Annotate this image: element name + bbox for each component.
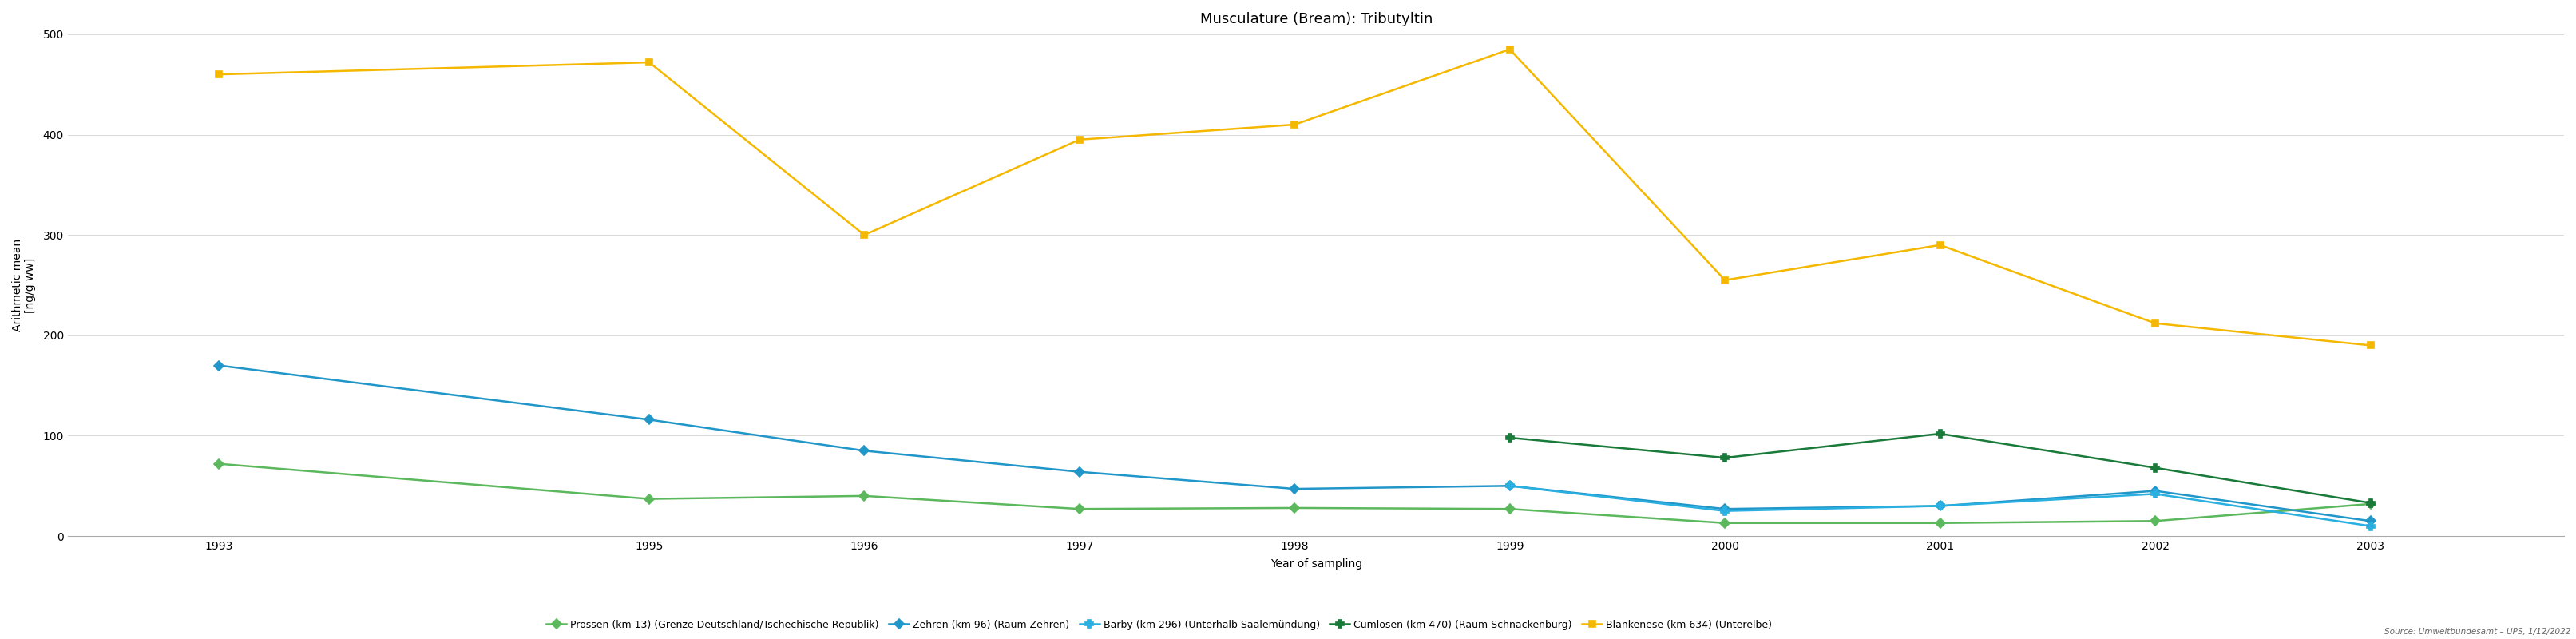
Prossen (km 13) (Grenze Deutschland/Tschechische Republik)	[1494, 505, 1525, 512]
Line: Blankenese (km 634) (Unterelbe): Blankenese (km 634) (Unterelbe)	[216, 46, 2372, 349]
Barby (km 296) (Unterhalb Saalemündung)	[1494, 482, 1525, 489]
Line: Cumlosen (km 470) (Raum Schnackenburg): Cumlosen (km 470) (Raum Schnackenburg)	[1507, 430, 2375, 507]
Zehren (km 96) (Raum Zehren)	[1280, 485, 1311, 493]
Cumlosen (km 470) (Raum Schnackenburg)	[2141, 464, 2172, 472]
Prossen (km 13) (Grenze Deutschland/Tschechische Republik)	[204, 460, 234, 468]
Cumlosen (km 470) (Raum Schnackenburg)	[1494, 434, 1525, 442]
Blankenese (km 634) (Unterelbe)	[1924, 241, 1955, 249]
Barby (km 296) (Unterhalb Saalemündung)	[1924, 502, 1955, 510]
Cumlosen (km 470) (Raum Schnackenburg)	[1710, 454, 1741, 461]
Zehren (km 96) (Raum Zehren)	[1064, 468, 1095, 475]
Legend: Prossen (km 13) (Grenze Deutschland/Tschechische Republik), Zehren (km 96) (Raum: Prossen (km 13) (Grenze Deutschland/Tsch…	[544, 615, 1775, 634]
Blankenese (km 634) (Unterelbe)	[204, 70, 234, 78]
Prossen (km 13) (Grenze Deutschland/Tschechische Republik)	[634, 495, 665, 503]
Cumlosen (km 470) (Raum Schnackenburg)	[1924, 430, 1955, 438]
Blankenese (km 634) (Unterelbe)	[1494, 45, 1525, 53]
Zehren (km 96) (Raum Zehren)	[204, 362, 234, 369]
Prossen (km 13) (Grenze Deutschland/Tschechische Republik)	[1924, 519, 1955, 527]
Line: Barby (km 296) (Unterhalb Saalemündung): Barby (km 296) (Unterhalb Saalemündung)	[1507, 482, 2375, 530]
Prossen (km 13) (Grenze Deutschland/Tschechische Republik)	[2354, 500, 2385, 508]
Prossen (km 13) (Grenze Deutschland/Tschechische Republik)	[1280, 504, 1311, 512]
X-axis label: Year of sampling: Year of sampling	[1270, 558, 1363, 569]
Zehren (km 96) (Raum Zehren)	[850, 447, 881, 454]
Zehren (km 96) (Raum Zehren)	[2141, 487, 2172, 495]
Prossen (km 13) (Grenze Deutschland/Tschechische Republik)	[850, 492, 881, 500]
Line: Prossen (km 13) (Grenze Deutschland/Tschechische Republik): Prossen (km 13) (Grenze Deutschland/Tsch…	[216, 461, 2372, 527]
Barby (km 296) (Unterhalb Saalemündung)	[1710, 507, 1741, 515]
Cumlosen (km 470) (Raum Schnackenburg)	[2354, 499, 2385, 507]
Prossen (km 13) (Grenze Deutschland/Tschechische Republik)	[2141, 517, 2172, 525]
Y-axis label: Arithmetic mean
[ng/g ww]: Arithmetic mean [ng/g ww]	[13, 239, 36, 332]
Barby (km 296) (Unterhalb Saalemündung)	[2354, 522, 2385, 530]
Text: Source: Umweltbundesamt – UPS, 1/12/2022: Source: Umweltbundesamt – UPS, 1/12/2022	[2385, 627, 2571, 636]
Prossen (km 13) (Grenze Deutschland/Tschechische Republik)	[1710, 519, 1741, 527]
Blankenese (km 634) (Unterelbe)	[2141, 320, 2172, 327]
Blankenese (km 634) (Unterelbe)	[1280, 121, 1311, 128]
Prossen (km 13) (Grenze Deutschland/Tschechische Republik)	[1064, 505, 1095, 512]
Blankenese (km 634) (Unterelbe)	[850, 231, 881, 239]
Zehren (km 96) (Raum Zehren)	[1924, 502, 1955, 510]
Title: Musculature (Bream): Tributyltin: Musculature (Bream): Tributyltin	[1200, 12, 1432, 26]
Blankenese (km 634) (Unterelbe)	[2354, 341, 2385, 349]
Zehren (km 96) (Raum Zehren)	[2354, 517, 2385, 525]
Zehren (km 96) (Raum Zehren)	[1710, 505, 1741, 512]
Blankenese (km 634) (Unterelbe)	[1064, 136, 1095, 144]
Barby (km 296) (Unterhalb Saalemündung)	[2141, 490, 2172, 498]
Zehren (km 96) (Raum Zehren)	[1494, 482, 1525, 489]
Line: Zehren (km 96) (Raum Zehren): Zehren (km 96) (Raum Zehren)	[216, 362, 2372, 525]
Blankenese (km 634) (Unterelbe)	[634, 59, 665, 66]
Blankenese (km 634) (Unterelbe)	[1710, 276, 1741, 284]
Zehren (km 96) (Raum Zehren)	[634, 416, 665, 424]
